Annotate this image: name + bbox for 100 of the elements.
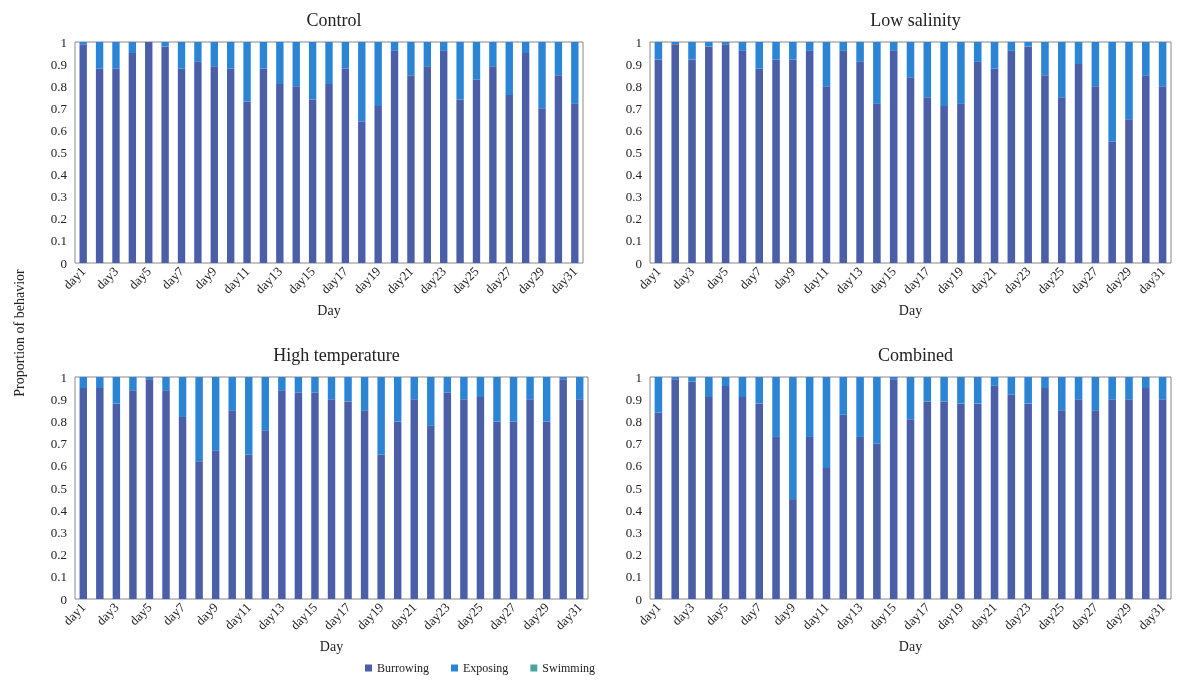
bar <box>178 416 187 599</box>
bar <box>112 377 121 404</box>
bar <box>226 68 235 263</box>
bar <box>1142 377 1150 389</box>
legend-label: Exposing <box>462 661 509 675</box>
bar <box>957 42 965 104</box>
bar <box>1007 42 1016 51</box>
bar <box>772 436 780 599</box>
bar <box>278 377 286 391</box>
bar <box>559 379 567 599</box>
bar <box>390 50 399 263</box>
bar <box>145 379 154 599</box>
bar <box>1108 42 1116 142</box>
bar <box>873 42 881 104</box>
bar <box>671 377 679 380</box>
bar <box>772 59 780 263</box>
bar <box>1158 377 1167 400</box>
y-tick-label: 0.1 <box>50 569 67 585</box>
bar <box>112 42 120 69</box>
bar <box>521 42 530 54</box>
bar <box>1125 377 1133 400</box>
bar <box>443 392 452 599</box>
bar <box>261 377 270 431</box>
bar <box>705 46 713 263</box>
bar <box>128 42 137 54</box>
bar <box>443 377 452 393</box>
bar <box>228 377 236 411</box>
bar <box>873 103 881 263</box>
bar <box>344 401 352 599</box>
bar <box>505 42 513 96</box>
bar <box>178 377 187 417</box>
bar <box>822 42 831 87</box>
bar <box>311 377 319 393</box>
bar <box>805 377 814 437</box>
bar <box>177 42 186 69</box>
bar <box>805 436 814 599</box>
bar <box>990 68 999 263</box>
y-tick-label: 0.8 <box>50 413 67 429</box>
bar <box>873 377 881 444</box>
bar <box>789 42 797 60</box>
bar <box>973 42 982 62</box>
bar <box>456 99 464 263</box>
bar <box>973 61 982 263</box>
bar <box>427 425 435 599</box>
bar <box>738 42 747 51</box>
bar <box>308 99 317 263</box>
bar <box>688 42 696 60</box>
bar <box>95 68 104 263</box>
bar <box>973 403 982 599</box>
bar <box>390 42 399 51</box>
bar <box>410 399 418 599</box>
bar <box>755 403 764 599</box>
bar <box>1142 42 1150 76</box>
bar <box>990 385 999 599</box>
bar <box>1074 399 1083 599</box>
bar <box>923 377 932 402</box>
bar <box>341 68 350 263</box>
bar <box>325 83 333 263</box>
bar <box>377 454 385 599</box>
bar <box>161 42 169 47</box>
x-tick-label: day5 <box>702 263 731 293</box>
x-axis-title: Day <box>319 638 344 654</box>
bar <box>789 59 797 263</box>
y-tick-label: 0.6 <box>50 458 68 474</box>
bar <box>705 377 713 397</box>
bar <box>873 443 881 599</box>
bar <box>358 42 366 122</box>
bar <box>1091 42 1100 87</box>
bar <box>923 42 932 98</box>
bar <box>410 377 418 400</box>
bar <box>856 377 864 437</box>
bar <box>1057 42 1066 98</box>
bar <box>228 410 236 599</box>
bar <box>243 42 251 102</box>
bar <box>261 430 270 599</box>
y-tick-label: 0.3 <box>625 524 642 540</box>
bar <box>654 42 663 60</box>
bar <box>292 86 300 263</box>
bar <box>957 103 965 263</box>
y-tick-label: 0.8 <box>50 78 67 94</box>
y-tick-label: 0.7 <box>50 100 68 116</box>
bar <box>1057 97 1066 263</box>
y-tick-label: 0 <box>60 591 67 607</box>
bar <box>839 50 848 263</box>
bar <box>1074 42 1083 65</box>
bar <box>1125 399 1133 599</box>
bar <box>210 66 218 263</box>
bar <box>1142 75 1150 263</box>
bar <box>1074 64 1083 263</box>
bar <box>805 42 814 51</box>
bar <box>526 399 534 599</box>
bar <box>576 377 584 400</box>
bar <box>1108 399 1116 599</box>
bar <box>325 42 333 84</box>
bar <box>1007 377 1016 395</box>
bar <box>822 86 831 263</box>
bar <box>407 75 415 263</box>
bar <box>493 377 501 422</box>
bar <box>889 42 898 51</box>
legend-label: Burrowing <box>376 661 429 675</box>
